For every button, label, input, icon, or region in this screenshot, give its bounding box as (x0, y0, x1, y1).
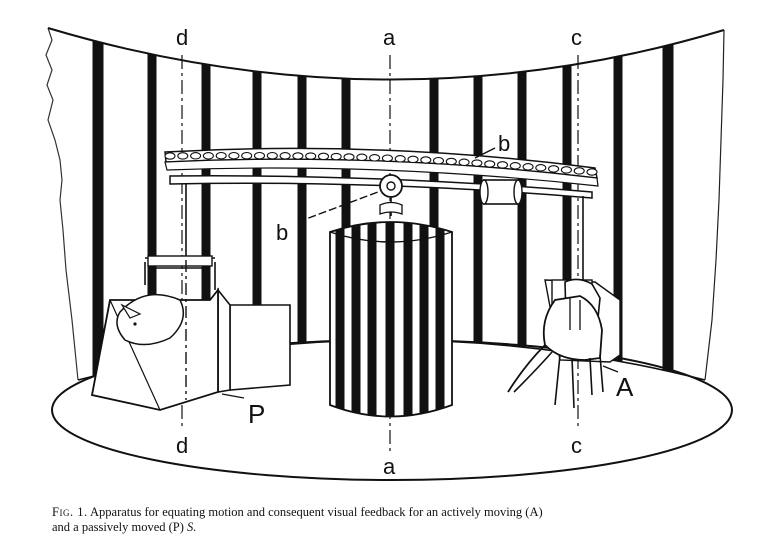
beam-bump (292, 152, 304, 160)
beam-bump (241, 151, 253, 160)
label-a-top: a (383, 25, 396, 50)
beam-bump (317, 152, 330, 161)
beam-bump (343, 153, 355, 161)
beam-bump (509, 162, 521, 170)
beam-bump (215, 151, 227, 160)
beam-bump (420, 156, 432, 164)
beam-bump (164, 152, 176, 160)
beam-bump (330, 152, 342, 161)
wall-stripe (252, 28, 262, 380)
label-A: A (616, 372, 634, 402)
wall-stripe (473, 28, 483, 380)
caption-line2-start: and a passively moved (P) (52, 520, 184, 534)
beam-bump (471, 159, 483, 167)
figure-caption: Fig. 1. Apparatus for equating motion an… (52, 505, 752, 535)
beam-bump (496, 161, 509, 169)
b-upper-leader (474, 147, 496, 159)
beam-bump (560, 166, 572, 174)
striped-wall (92, 28, 674, 380)
active-kitten (507, 278, 621, 409)
caption-subject: S. (187, 520, 197, 534)
wall-stripe (92, 28, 104, 380)
beam-bump (432, 156, 445, 165)
drum-stripe (367, 222, 377, 417)
label-d-top: d (176, 25, 188, 50)
beam-bump (279, 152, 291, 160)
caption-line1: Apparatus for equating motion and conseq… (90, 505, 543, 519)
beam-slider (479, 179, 523, 205)
label-c-top: c (571, 25, 582, 50)
beam-bump (381, 154, 393, 162)
wall-outline (45, 27, 79, 381)
central-drum (329, 221, 453, 418)
beam-bump (356, 153, 368, 162)
label-d-bottom: d (176, 433, 188, 458)
beam-bump (407, 155, 419, 164)
wall-stripe (662, 28, 674, 380)
wall-stripe (562, 28, 572, 380)
beam-bump (535, 164, 547, 172)
beam-bump (228, 151, 240, 160)
drum-stripe (403, 222, 413, 417)
label-P: P (248, 399, 265, 429)
figure-number: Fig. 1. (52, 505, 88, 519)
label-b-lower: b (276, 220, 288, 245)
beam-bump (548, 165, 560, 173)
beam-bump (573, 167, 585, 175)
b-lower-leader (297, 191, 379, 223)
wall-stripe (429, 28, 439, 380)
drum-stripe (385, 222, 395, 417)
passive-gondola (90, 255, 291, 411)
label-c-bottom: c (571, 433, 582, 458)
drum-stripe (335, 222, 345, 417)
wall-right-edge (704, 29, 725, 381)
drum-stripe (351, 222, 361, 417)
beam-bump (586, 168, 598, 176)
drum-stripe (435, 222, 445, 417)
wall-stripe (297, 28, 307, 380)
beam-bump (522, 163, 534, 171)
beam-bump (305, 152, 317, 160)
beam-bump (369, 154, 381, 162)
wall-stripe (147, 28, 157, 380)
overhead-beam (164, 147, 599, 199)
wall-stripe (201, 28, 211, 380)
beam-bump (458, 158, 470, 167)
central-pivot (379, 174, 403, 216)
label-a-bottom: a (383, 454, 396, 479)
beam-bump (266, 151, 278, 160)
beam-bump (445, 157, 457, 166)
label-b-upper: b (498, 131, 510, 156)
wall-stripe (613, 28, 623, 380)
beam-bump (394, 155, 406, 163)
beam-bump (253, 151, 266, 160)
beam-bump (177, 152, 189, 160)
beam-bump (202, 152, 214, 160)
wall-stripe (517, 28, 527, 380)
wall-top-edge (47, 27, 725, 81)
drum-stripe (419, 222, 429, 417)
beam-bump (190, 152, 202, 160)
beam-bump (484, 160, 496, 168)
